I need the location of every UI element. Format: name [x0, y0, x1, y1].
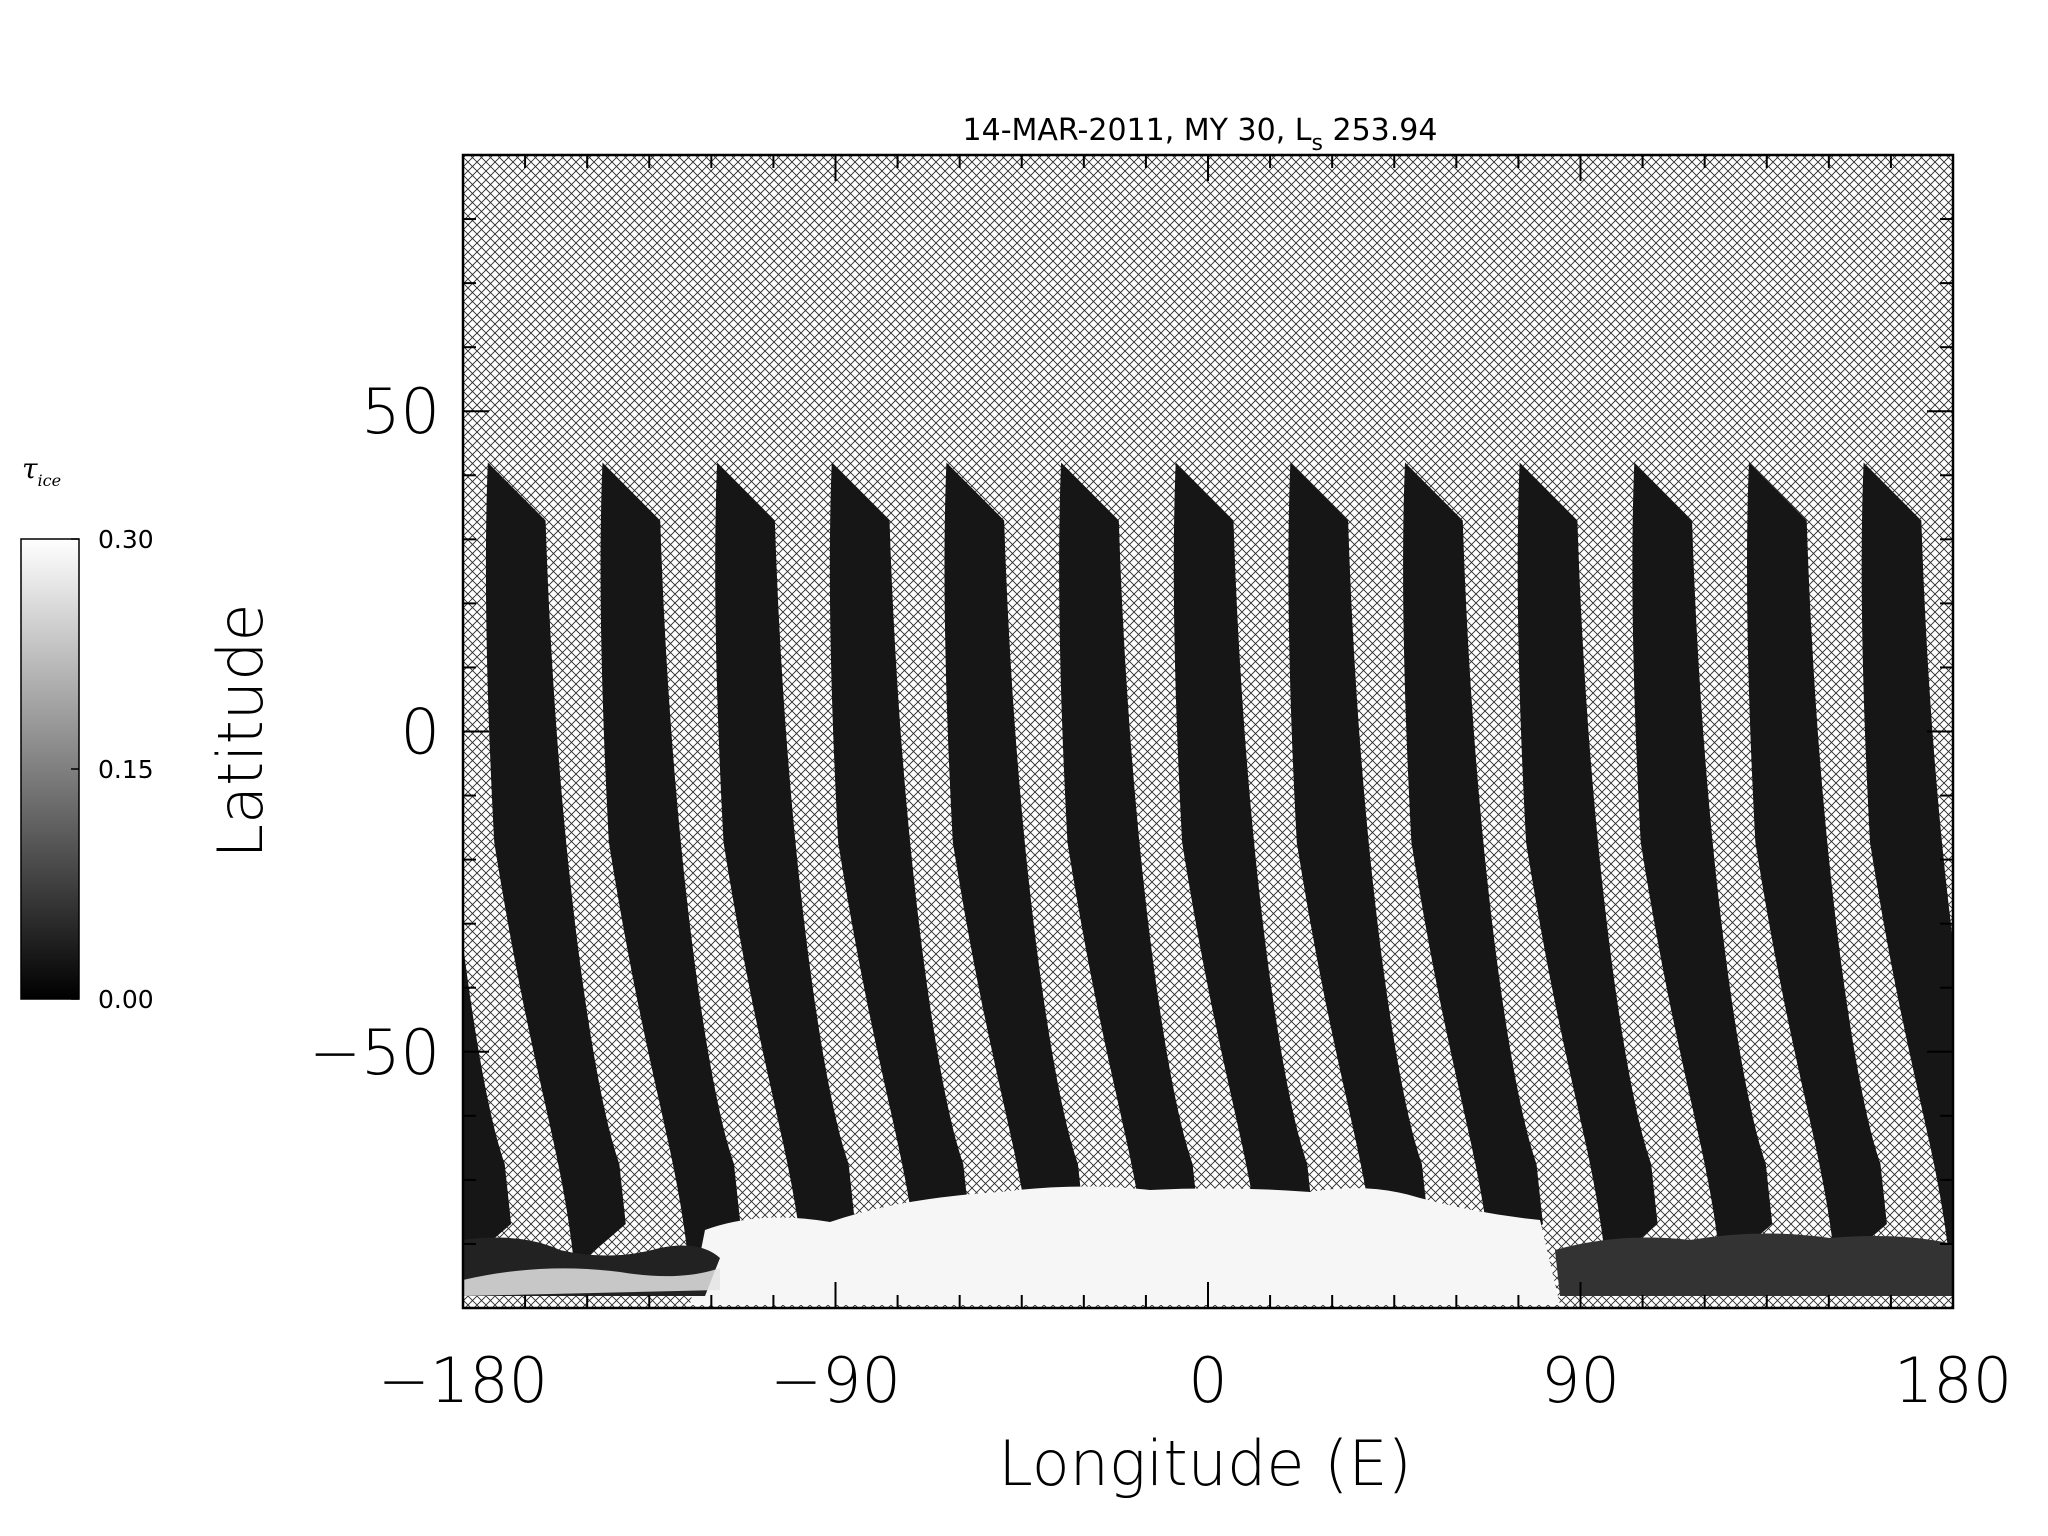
- x-tick-label: −90: [770, 1344, 901, 1417]
- orbit-swath: [1403, 462, 1543, 1268]
- orbit-swaths: [463, 462, 2048, 1268]
- chart-title: 14-MAR-2011, MY 30, Ls 253.94: [963, 113, 1438, 156]
- colorbar-label: τice: [22, 452, 61, 490]
- orbit-swath: [1632, 462, 1773, 1268]
- y-tick-labels: −50 0 50: [309, 375, 440, 1089]
- orbit-swath: [829, 462, 970, 1268]
- orbit-swath: [944, 462, 1085, 1268]
- south-polar-dark-right: [1555, 1233, 1953, 1296]
- orbit-swath: [1747, 462, 1887, 1268]
- colorbar-label-subscript: ice: [38, 471, 62, 490]
- colorbar-tick-label: 0.00: [98, 985, 154, 1014]
- south-polar-ice: [463, 1186, 1953, 1305]
- orbit-swath: [1861, 462, 1953, 1268]
- orbit-swath: [485, 462, 626, 1268]
- orbit-swath: [600, 462, 741, 1268]
- x-tick-label: 0: [1188, 1344, 1227, 1417]
- x-tick-label: −180: [378, 1344, 548, 1417]
- x-axis-label: Longitude (E): [998, 1427, 1411, 1500]
- axis-ticks: [462, 154, 1954, 1309]
- x-tick-label: 90: [1541, 1344, 1620, 1417]
- colorbar-tick-label: 0.15: [98, 755, 154, 784]
- south-polar-light-left: [463, 1268, 720, 1296]
- colorbar-tick-label: 0.30: [98, 525, 154, 554]
- colorbar-ticks: 0.00 0.15 0.30: [71, 525, 154, 1014]
- y-tick-label: −50: [309, 1016, 440, 1089]
- x-tick-label: 180: [1894, 1344, 2012, 1417]
- y-axis-label: Latitude: [204, 603, 277, 858]
- orbit-swath: [1288, 462, 1429, 1268]
- colorbar-gradient: [20, 538, 80, 1000]
- chart-title-value: 253.94: [1323, 113, 1438, 148]
- orbit-swath: [1976, 462, 2048, 1267]
- orbit-swath: [1059, 462, 1199, 1268]
- south-polar-ice-cap: [690, 1186, 1560, 1305]
- plot-area: [463, 155, 2048, 1308]
- x-tick-labels: −180 −90 0 90 180: [378, 1344, 2012, 1417]
- y-tick-label: 50: [361, 375, 440, 448]
- colorbar: τice 0.00 0.15 0.30: [20, 452, 154, 1014]
- orbit-swath: [1173, 462, 1314, 1268]
- chart-title-subscript: s: [1312, 131, 1323, 156]
- orbit-swath: [463, 944, 512, 1266]
- orbit-swath: [715, 462, 856, 1268]
- orbit-swath: [1517, 462, 1658, 1268]
- y-tick-label: 0: [401, 696, 440, 769]
